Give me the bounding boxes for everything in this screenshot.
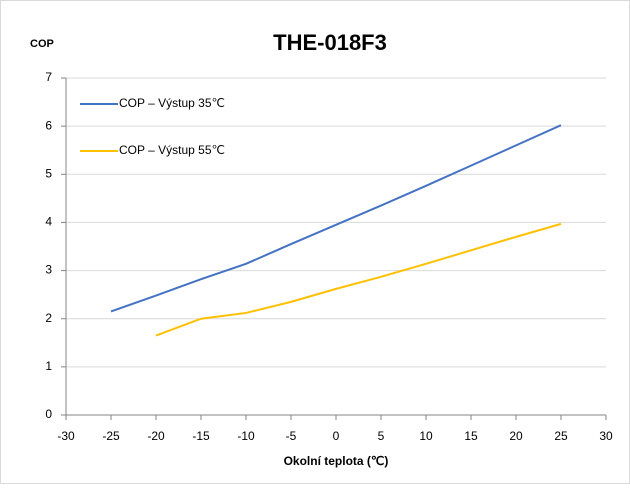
y-tick-label: 0 <box>45 407 52 421</box>
y-tick-label: 5 <box>45 166 52 180</box>
x-tick-label: 30 <box>599 429 613 443</box>
x-tick-label: -10 <box>237 429 255 443</box>
x-tick-label: -20 <box>147 429 165 443</box>
y-tick-label: 4 <box>45 215 52 229</box>
chart-title: THE-018F3 <box>273 30 387 55</box>
x-axis-label: Okolní teplota (℃) <box>284 454 389 468</box>
x-tick-label: 20 <box>509 429 523 443</box>
y-tick-label: 3 <box>45 263 52 277</box>
data-line <box>110 124 562 313</box>
x-tick-label: 0 <box>333 429 340 443</box>
y-axis-label: COP <box>30 38 54 50</box>
x-tick-label: 10 <box>419 429 433 443</box>
legend-label: COP – Výstup 55℃ <box>119 143 225 157</box>
legend-label: COP – Výstup 35℃ <box>119 96 225 110</box>
data-line <box>155 222 562 337</box>
y-tick-label: 7 <box>45 70 52 84</box>
x-tick-label: -15 <box>192 429 210 443</box>
y-tick-label: 6 <box>45 118 52 132</box>
x-tick-label: -25 <box>102 429 120 443</box>
x-tick-label: 5 <box>378 429 385 443</box>
y-tick-label: 1 <box>45 359 52 373</box>
x-tick-label: -30 <box>57 429 75 443</box>
x-tick-label: 15 <box>464 429 478 443</box>
y-tick-label: 2 <box>45 311 52 325</box>
x-tick-label: -5 <box>286 429 297 443</box>
x-tick-label: 25 <box>554 429 568 443</box>
